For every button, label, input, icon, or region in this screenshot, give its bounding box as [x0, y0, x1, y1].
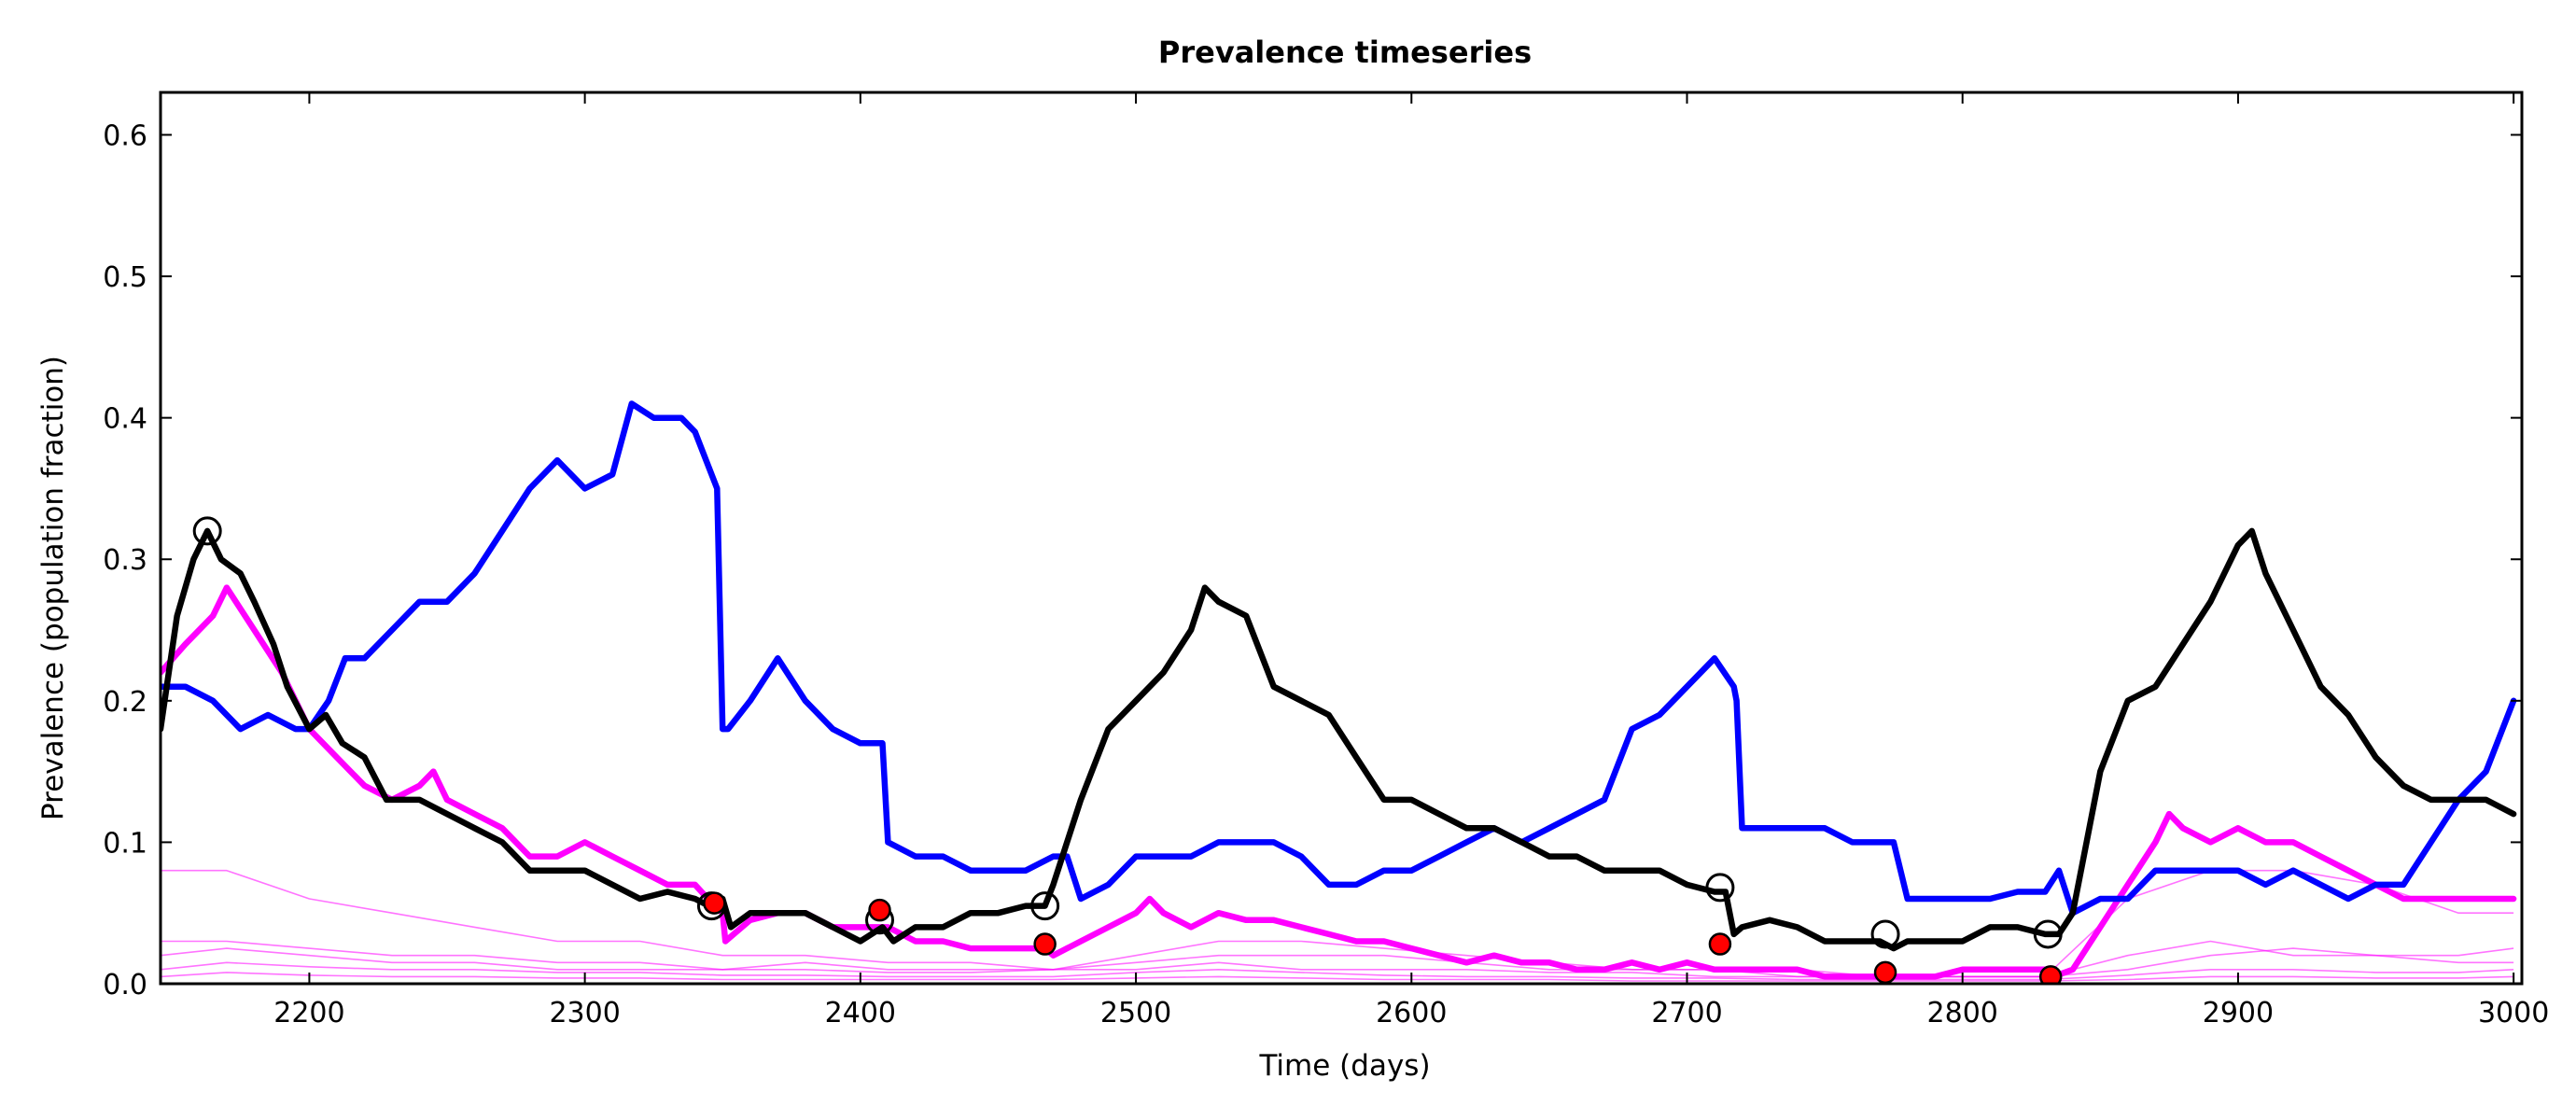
x-tick-label: 3000 — [2478, 997, 2549, 1029]
plot-area: 2200 2300 2400 2500 2600 2700 2800 2900 3000 0.0 0… — [103, 91, 2549, 1029]
y-tick-label: 0.6 — [103, 119, 147, 152]
series-line-1 — [161, 527, 2517, 952]
y-tick-label: 0.0 — [103, 969, 147, 1001]
filled-marker-6 — [2038, 965, 2063, 984]
filled-marker-2 — [868, 898, 891, 922]
open-marker-5 — [1705, 873, 1735, 903]
x-tick-label: 2300 — [549, 997, 620, 1029]
y-tick-label: 0.1 — [103, 827, 147, 860]
faint-series-line-1 — [161, 869, 2514, 978]
x-tick-label: 2700 — [1651, 997, 1722, 1029]
open-marker-4 — [1030, 891, 1060, 921]
open-marker-1 — [192, 516, 222, 546]
filled-marker-1 — [703, 891, 726, 915]
faint-series-line-2 — [161, 940, 2514, 978]
x-tick-label: 2900 — [2203, 997, 2274, 1029]
faint-series-line-4 — [161, 961, 2514, 981]
open-marker-7 — [2033, 919, 2063, 949]
data-layer — [161, 400, 2517, 984]
filled-marker-5 — [1873, 960, 1897, 984]
filled-marker-4 — [1708, 932, 1732, 956]
y-tick-label: 0.2 — [103, 686, 147, 719]
series-line-3 — [161, 584, 2517, 980]
x-tick-label: 2400 — [825, 997, 896, 1029]
x-tick-label: 2500 — [1100, 997, 1171, 1029]
plot-frame — [159, 91, 2524, 986]
y-tick-label: 0.4 — [103, 403, 147, 436]
open-marker-6 — [1870, 919, 1900, 949]
y-axis-title: Prevalence (population fraction) — [36, 356, 70, 820]
faint-series-line-5 — [161, 972, 2514, 982]
y-tick-label: 0.3 — [103, 544, 147, 577]
x-tick-label: 2600 — [1376, 997, 1447, 1029]
chart-title: Prevalence timeseries — [1158, 35, 1532, 70]
y-tick-label: 0.5 — [103, 261, 147, 294]
x-tick-label: 2800 — [1927, 997, 1998, 1029]
x-tick-label: 2200 — [273, 997, 344, 1029]
series-line-2 — [161, 400, 2517, 917]
x-axis-title: Time (days) — [1258, 1049, 1430, 1083]
filled-marker-3 — [1033, 932, 1057, 956]
faint-series-line-3 — [161, 947, 2514, 978]
